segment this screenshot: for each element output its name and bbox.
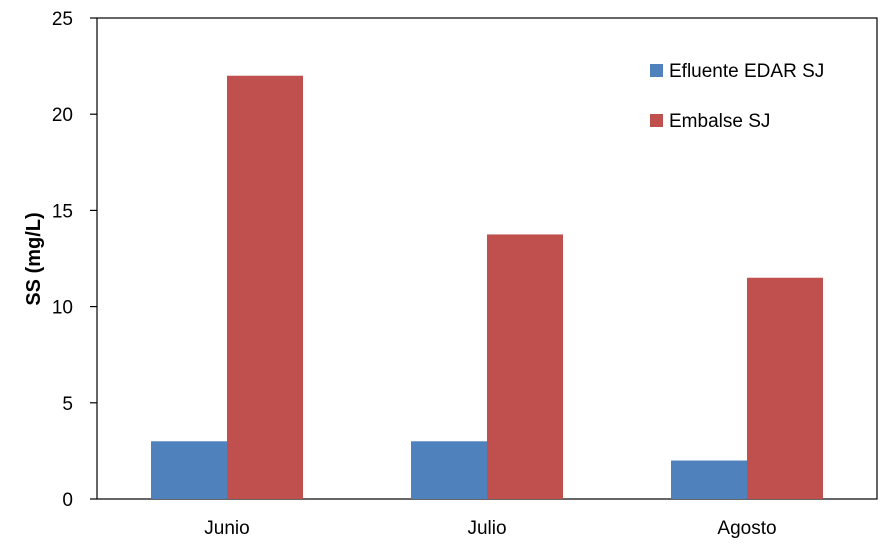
legend-swatch (650, 64, 663, 77)
bar-efluente-julio (411, 441, 487, 499)
bar-embalse-julio (487, 234, 563, 499)
y-axis-ticks: 0 5 10 15 20 25 (52, 9, 97, 511)
x-tick-label: Junio (204, 518, 249, 539)
y-tick-label: 25 (52, 9, 73, 30)
y-tick-label: 10 (52, 298, 73, 319)
legend-label: Embalse SJ (669, 111, 770, 132)
legend: Efluente EDAR SJ Embalse SJ (650, 61, 824, 132)
x-tick-label: Julio (467, 518, 506, 539)
y-tick-label: 5 (62, 394, 73, 415)
y-tick-label: 0 (62, 490, 73, 511)
bar-embalse-agosto (747, 277, 823, 499)
y-tick-label: 15 (52, 201, 73, 222)
bar-efluente-junio (151, 441, 227, 499)
bar-embalse-junio (227, 75, 303, 499)
x-tick-label: Agosto (717, 518, 776, 539)
bar-efluente-agosto (671, 460, 747, 499)
legend-swatch (650, 114, 663, 127)
legend-label: Efluente EDAR SJ (669, 61, 824, 82)
y-tick-label: 20 (52, 105, 73, 126)
bars (151, 75, 823, 499)
x-axis-ticks: Junio Julio Agosto (204, 518, 776, 539)
y-axis-title: SS (mg/L) (23, 212, 45, 305)
